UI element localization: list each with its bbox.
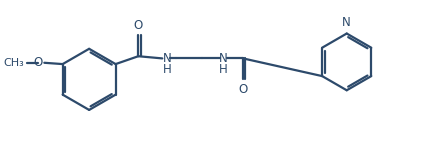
Text: O: O — [134, 19, 143, 32]
Text: N: N — [219, 52, 228, 65]
Text: O: O — [239, 83, 248, 96]
Text: H: H — [219, 63, 228, 76]
Text: O: O — [34, 56, 43, 69]
Text: CH₃: CH₃ — [3, 58, 24, 68]
Text: H: H — [163, 63, 172, 76]
Text: N: N — [163, 52, 172, 65]
Text: N: N — [343, 16, 351, 29]
